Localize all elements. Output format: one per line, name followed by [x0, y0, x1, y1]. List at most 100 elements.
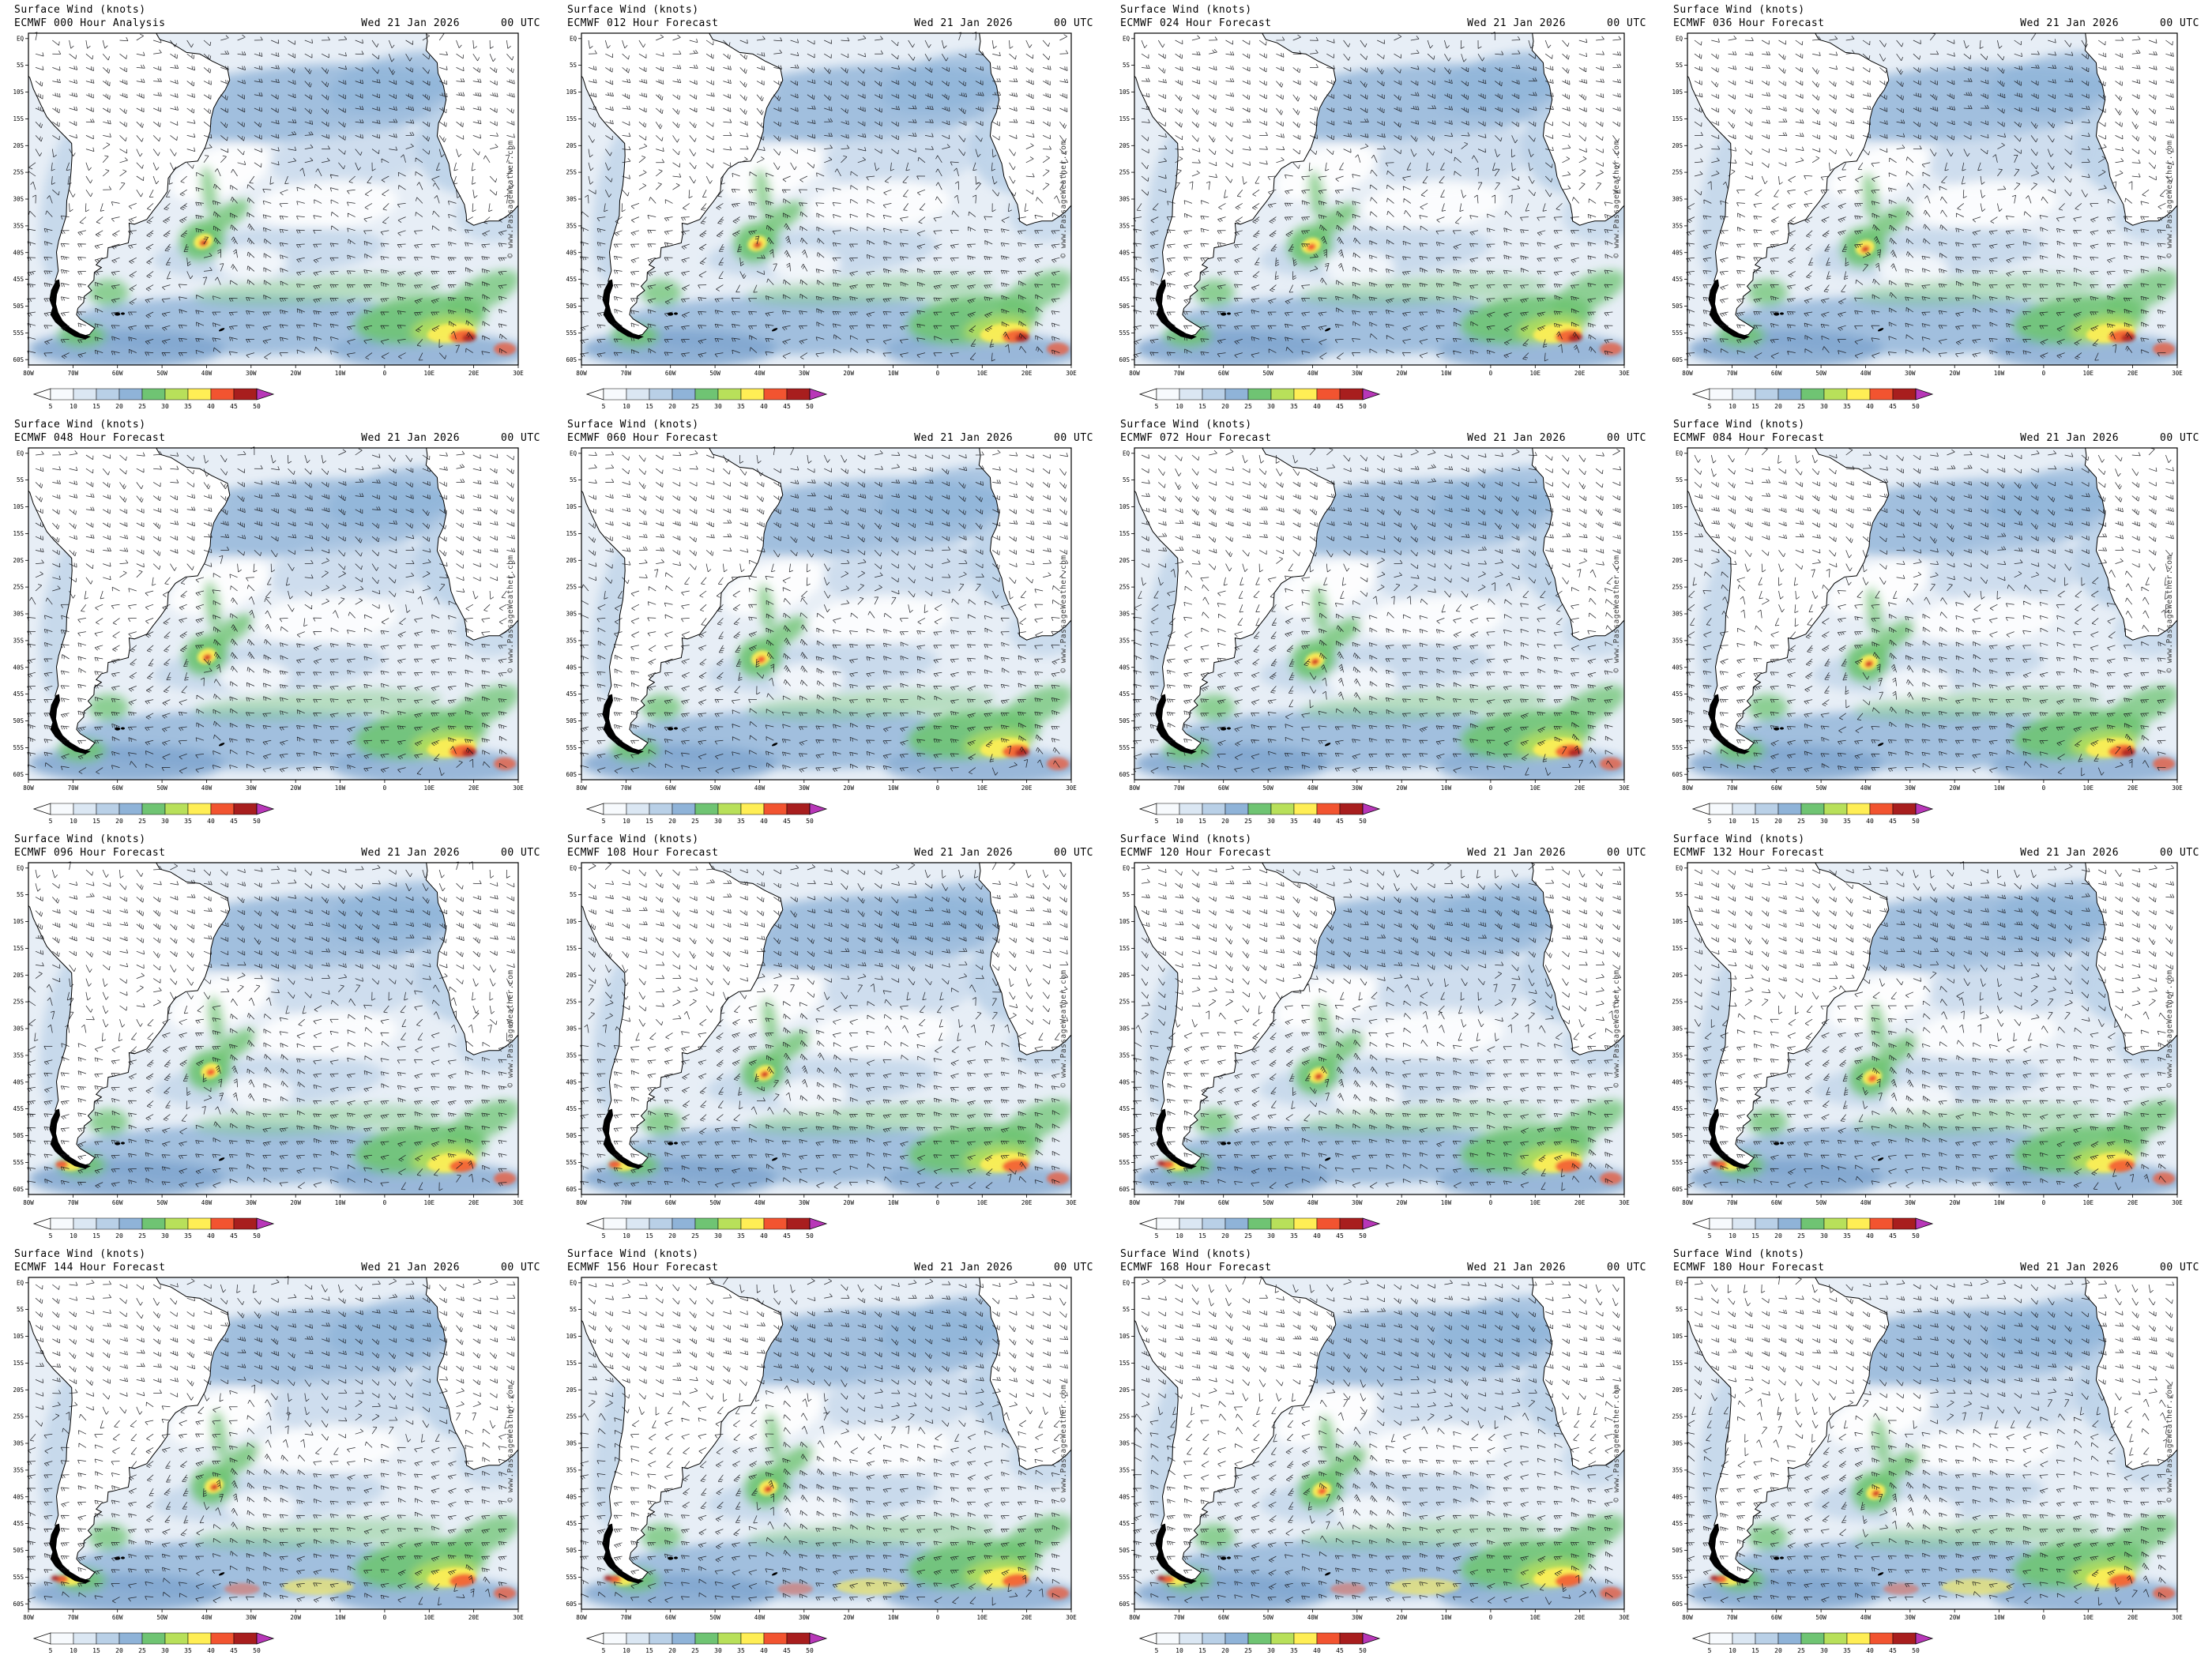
svg-text:EQ: EQ	[17, 1279, 24, 1286]
panel-title: Surface Wind (knots)	[1120, 833, 1252, 845]
svg-text:40S: 40S	[13, 1493, 24, 1500]
scale-tick-label: 5	[602, 1647, 606, 1654]
svg-text:0: 0	[383, 1614, 387, 1621]
svg-text:50W: 50W	[1815, 784, 1826, 792]
forecast-date: Wed 21 Jan 2026	[2020, 1262, 2120, 1273]
forecast-panel: Surface Wind (knots) ECMWF 168 Hour Fore…	[1106, 1244, 1659, 1659]
scale-tick-label: 40	[1313, 1232, 1321, 1240]
svg-text:30S: 30S	[566, 1440, 577, 1447]
scale-tick-label: 30	[161, 1232, 169, 1240]
scale-left-arrow	[32, 803, 51, 815]
scale-segment	[96, 388, 120, 401]
svg-text:40S: 40S	[1119, 1493, 1130, 1500]
scale-tick-label: 15	[92, 1232, 100, 1240]
scale-segment	[118, 388, 143, 401]
svg-text:40S: 40S	[1672, 1078, 1683, 1085]
scale-segment	[50, 1632, 74, 1645]
scale-left-arrow	[32, 1217, 51, 1230]
svg-text:0: 0	[1489, 1199, 1493, 1206]
svg-text:EQ: EQ	[1676, 35, 1683, 42]
svg-text:30W: 30W	[799, 1199, 810, 1206]
svg-text:30E: 30E	[1619, 784, 1630, 792]
scale-segment	[1732, 1217, 1756, 1230]
svg-text:35S: 35S	[566, 223, 577, 230]
falkland-islands	[115, 1142, 121, 1146]
svg-text:0: 0	[936, 370, 940, 377]
scale-tick-label: 5	[1155, 1232, 1159, 1240]
scale-tick-label: 50	[1359, 1647, 1367, 1654]
scale-tick-label: 35	[737, 818, 745, 825]
svg-text:50S: 50S	[13, 303, 24, 310]
svg-text:40S: 40S	[1119, 1078, 1130, 1085]
forecast-panel: Surface Wind (knots) ECMWF 012 Hour Fore…	[553, 0, 1106, 415]
svg-text:50W: 50W	[1815, 1614, 1826, 1621]
scale-tick-label: 50	[1359, 1232, 1367, 1240]
scale-segment	[672, 1632, 696, 1645]
scale-left-arrow	[1138, 388, 1157, 401]
scale-tick-label: 50	[806, 403, 814, 410]
svg-text:40S: 40S	[13, 1078, 24, 1085]
axis-labels: EQ 5S 10S 15S 20S 25S 30S 35S 40S 45S 50S 55S 60S 80W…	[1672, 450, 2183, 792]
scale-tick-label: 30	[1820, 1647, 1828, 1654]
svg-text:15S: 15S	[13, 530, 24, 537]
svg-text:10W: 10W	[888, 784, 899, 792]
scale-segment	[649, 803, 673, 815]
axis-labels: EQ 5S 10S 15S 20S 25S 30S 35S 40S 45S 50S 55S 60S 80W…	[566, 450, 1077, 792]
wind-speed-scale: 5 10 15 20 25 30 35 40 45 50	[32, 1217, 275, 1240]
scale-tick-label: 10	[1729, 818, 1736, 825]
patagonia-archipelago	[1155, 1108, 1197, 1169]
scale-segment	[233, 1632, 258, 1645]
svg-text:45S: 45S	[566, 690, 577, 698]
svg-text:15S: 15S	[1119, 115, 1130, 122]
panel-subheader: ECMWF 132 Hour Forecast Wed 21 Jan 2026 …	[1664, 847, 2212, 859]
axis-labels: EQ 5S 10S 15S 20S 25S 30S 35S 40S 45S 50S 55S 60S 80W…	[1672, 35, 2183, 377]
svg-text:25S: 25S	[1119, 169, 1130, 176]
scale-tick-label: 15	[645, 818, 653, 825]
wind-shading-layer	[1134, 51, 1624, 365]
svg-text:30E: 30E	[513, 1614, 524, 1621]
svg-text:20E: 20E	[1574, 1199, 1586, 1206]
scale-segment	[603, 803, 627, 815]
scale-segment	[1892, 388, 1917, 401]
svg-text:50W: 50W	[156, 784, 167, 792]
wind-map: © www.PassageWeather.com EQ 5S 10S 15S 20S 25S…	[13, 32, 524, 377]
scale-segment	[187, 388, 212, 401]
svg-text:50W: 50W	[156, 370, 167, 377]
map-watermark: © www.PassageWeather.com	[2165, 1384, 2174, 1502]
scale-tick-label: 45	[1889, 403, 1897, 410]
scale-tick-label: 35	[184, 1232, 192, 1240]
svg-text:10S: 10S	[1672, 1333, 1683, 1340]
scale-left-arrow	[585, 1217, 604, 1230]
svg-text:15S: 15S	[1119, 530, 1130, 537]
svg-text:35S: 35S	[1672, 1467, 1683, 1474]
scale-segment	[1755, 803, 1779, 815]
scale-tick-label: 10	[1176, 1647, 1183, 1654]
wind-map: © www.PassageWeather.com EQ 5S 10S 15S 20S 25S…	[1672, 447, 2183, 792]
scale-segment	[210, 1632, 235, 1645]
svg-text:20S: 20S	[1672, 972, 1683, 979]
svg-text:20W: 20W	[290, 370, 301, 377]
svg-text:45S: 45S	[1672, 690, 1683, 698]
scale-segment	[1270, 1632, 1295, 1645]
wind-barbs-layer	[1686, 1276, 2175, 1606]
wind-map: © www.PassageWeather.com EQ 5S 10S 15S 20S 25S…	[1672, 32, 2183, 377]
scale-left-arrow	[1691, 803, 1710, 815]
svg-text:35S: 35S	[13, 1467, 24, 1474]
scale-segment	[1339, 803, 1364, 815]
model-run-label: ECMWF 108 Hour Forecast	[567, 847, 719, 859]
scale-tick-label: 40	[1866, 1647, 1874, 1654]
svg-text:50W: 50W	[709, 1199, 720, 1206]
scale-tick-label: 30	[714, 1647, 722, 1654]
scale-segment	[1179, 1217, 1203, 1230]
scale-tick-label: 25	[1797, 1647, 1805, 1654]
svg-text:10S: 10S	[1672, 88, 1683, 96]
forecast-date: Wed 21 Jan 2026	[361, 1262, 461, 1273]
svg-text:10W: 10W	[888, 1199, 899, 1206]
scale-segment	[1224, 1632, 1249, 1645]
svg-text:10S: 10S	[566, 1333, 577, 1340]
svg-text:60W: 60W	[112, 1199, 123, 1206]
axis-labels: EQ 5S 10S 15S 20S 25S 30S 35S 40S 45S 50S 55S 60S 80W…	[1119, 864, 1630, 1206]
svg-text:5S: 5S	[17, 62, 24, 69]
svg-text:45S: 45S	[1672, 276, 1683, 283]
